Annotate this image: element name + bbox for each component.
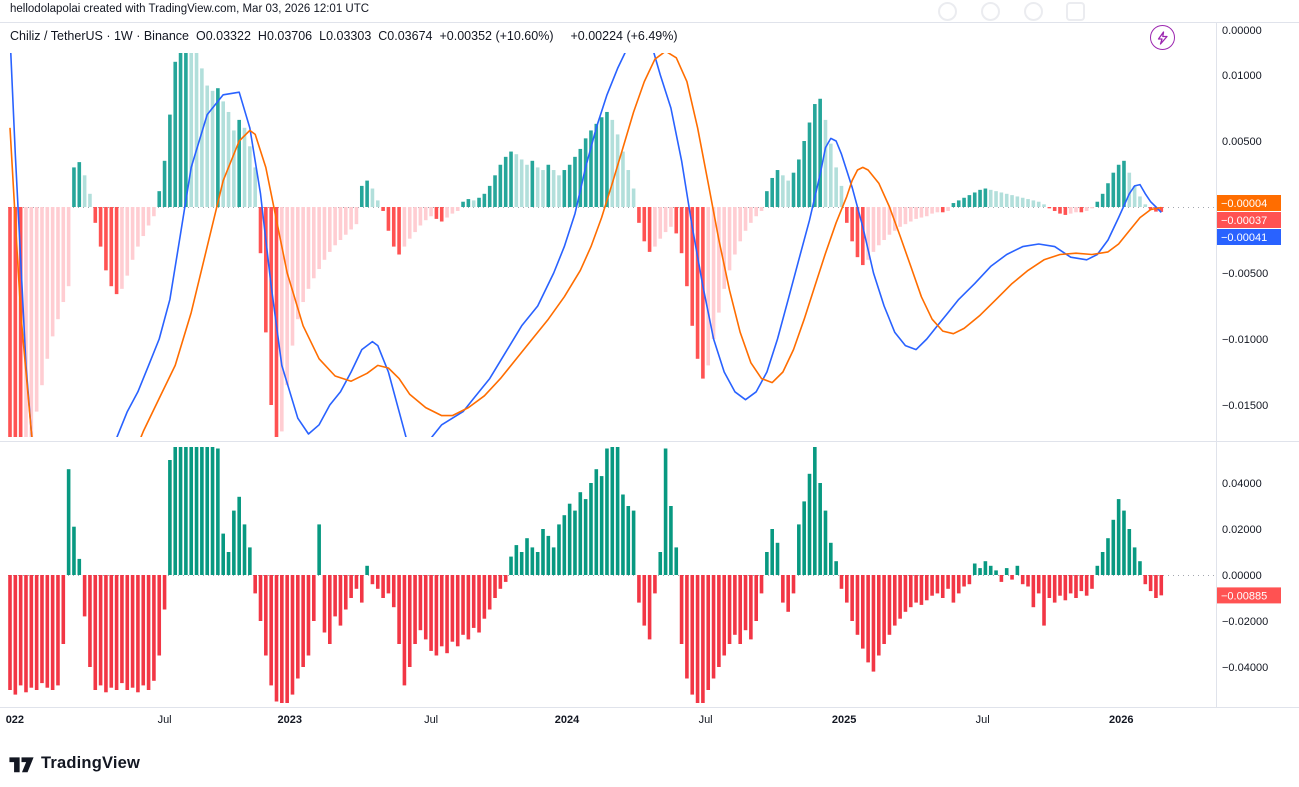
price-tag — [1217, 587, 1281, 604]
tradingview-logo[interactable]: TradingView — [8, 750, 140, 776]
svg-text:−0.00041: −0.00041 — [1221, 232, 1267, 244]
time-axis-label: 2026 — [1109, 714, 1133, 726]
axis-label: 0.00000 — [1222, 570, 1262, 582]
faded-toolbar-icon[interactable] — [981, 2, 1000, 21]
axis-label: 0.01000 — [1222, 70, 1262, 82]
tradingview-logo-icon — [9, 757, 34, 773]
axis-label: −0.01500 — [1222, 400, 1268, 412]
ohlc-high: H0.03706 — [257, 29, 313, 43]
axis-label: 0.02000 — [1222, 524, 1262, 536]
lower-histogram — [8, 447, 1164, 703]
time-axis-label: Jul — [424, 714, 438, 726]
axis-label: −0.00500 — [1222, 268, 1268, 280]
time-axis-label: 022 — [6, 714, 24, 726]
ohlc-close: C0.03674 — [378, 29, 433, 43]
time-axis-label: 2025 — [832, 714, 856, 726]
axis-label: 0.00000 — [1222, 25, 1262, 37]
macd-line — [9, 53, 1162, 437]
svg-text:−0.00885: −0.00885 — [1221, 590, 1267, 602]
price-change: +0.00352 (+10.60%) — [439, 29, 554, 43]
axis-label: −0.04000 — [1222, 662, 1268, 674]
faded-toolbar-icon[interactable] — [1024, 2, 1043, 21]
macd-histogram — [8, 53, 1164, 437]
ohlc-open: O0.03322 — [196, 29, 251, 43]
price-tag — [1217, 229, 1281, 245]
time-axis-label: 2024 — [555, 714, 580, 726]
flash-alert-button[interactable] — [1150, 25, 1175, 50]
lightning-icon — [1157, 30, 1168, 45]
time-axis-label: 2023 — [278, 714, 302, 726]
time-axis-label: Jul — [699, 714, 713, 726]
signal-line — [9, 53, 1162, 437]
time-axis-label: Jul — [976, 714, 990, 726]
symbol-title[interactable]: Chiliz / TetherUS · 1W · Binance — [10, 29, 189, 43]
faded-toolbar-icon[interactable] — [1066, 2, 1085, 21]
axis-label: 0.04000 — [1222, 478, 1262, 490]
time-axis-label: Jul — [158, 714, 172, 726]
tradingview-logo-text: TradingView — [41, 753, 141, 772]
axis-label: −0.01000 — [1222, 334, 1268, 346]
price-tag — [1217, 195, 1281, 211]
faded-toolbar-icon[interactable] — [938, 2, 957, 21]
price-tag — [1217, 212, 1281, 228]
svg-text:−0.00004: −0.00004 — [1221, 198, 1267, 210]
chart-legend: Chiliz / TetherUS · 1W · Binance O0.0332… — [10, 29, 678, 43]
ohlc-low: L0.03303 — [319, 29, 372, 43]
svg-text:−0.00037: −0.00037 — [1221, 215, 1267, 227]
axis-label: 0.00500 — [1222, 136, 1262, 148]
price-change-secondary: +0.00224 (+6.49%) — [570, 29, 678, 43]
attribution-text: hellodolapolai created with TradingView.… — [10, 3, 370, 15]
axis-label: −0.02000 — [1222, 616, 1268, 628]
